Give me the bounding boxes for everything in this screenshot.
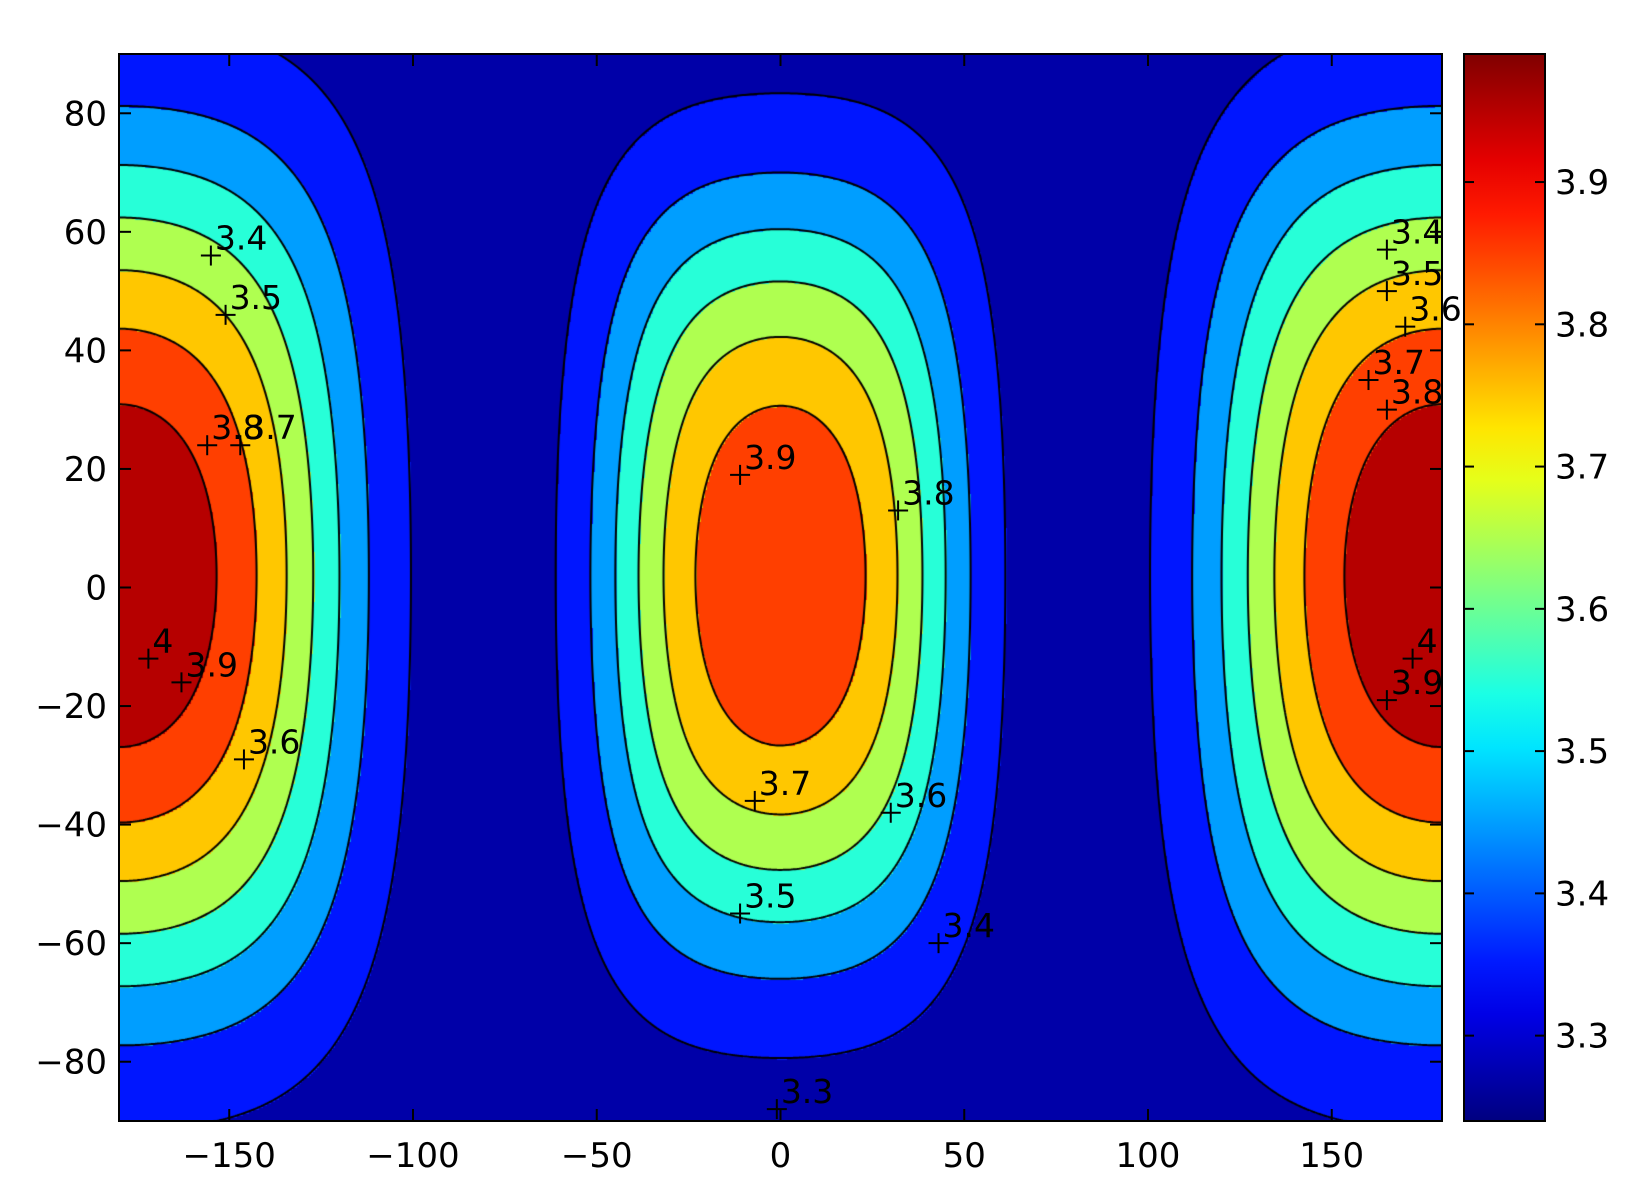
- contour-label-text: 4: [152, 622, 173, 661]
- x-tick-label: −100: [366, 1136, 459, 1176]
- contour-label: 3.4: [928, 906, 995, 954]
- y-tick-label: 60: [64, 213, 107, 253]
- contour-label: 3.6: [880, 776, 947, 823]
- contour-label-text: 3.9: [744, 438, 796, 477]
- x-tick: 100: [1116, 54, 1181, 1176]
- y-tick: 0: [85, 569, 1442, 609]
- x-tick-label: 0: [770, 1136, 792, 1176]
- y-tick-label: −20: [35, 687, 107, 727]
- y-tick: 20: [64, 450, 1442, 490]
- contour-label: 3.8: [1376, 373, 1443, 420]
- y-tick: 60: [64, 213, 1442, 253]
- contour-label-text: 3.7: [759, 764, 811, 803]
- contour-label: 3.9: [730, 438, 797, 485]
- contour-label: 4: [1402, 622, 1438, 669]
- contour-label-text: 3.4: [943, 906, 995, 945]
- contour-label: 3.5: [730, 877, 797, 924]
- colorbar-tick-label: 3.3: [1555, 1017, 1609, 1057]
- contour-label-text: 3.7: [244, 408, 296, 447]
- x-tick-label: 150: [1299, 1136, 1364, 1176]
- contour-label-text: 3.5: [230, 278, 282, 317]
- contour-label-text: 3.6: [1409, 290, 1461, 329]
- contour-label-text: 3.3: [781, 1072, 833, 1111]
- contour-label-text: 3.4: [1391, 213, 1443, 252]
- y-tick: 40: [64, 331, 1442, 371]
- y-tick-label: 20: [64, 450, 107, 490]
- contour-label: 3.7: [744, 764, 811, 811]
- colorbar-tick-label: 3.7: [1555, 448, 1609, 488]
- y-tick-label: −80: [35, 1043, 107, 1083]
- colorbar-tick-label: 3.4: [1555, 874, 1609, 914]
- colorbar-tick: 3.9: [1464, 163, 1609, 203]
- contour-label-text: 3.4: [215, 219, 267, 258]
- contour-label: 3.4: [200, 219, 267, 266]
- contour-labels: 3.33.43.53.83.73.643.93.93.83.7 3.63.53.4…: [138, 213, 1462, 1120]
- contour-label: 3.7: [1358, 343, 1425, 391]
- contour-label-text: 3.8: [1391, 373, 1443, 412]
- contour-label-text: 3.7: [1373, 343, 1425, 382]
- x-tick: −150: [183, 54, 276, 1176]
- contour-label: 4: [138, 622, 173, 669]
- contour-label: 3.9: [171, 645, 238, 693]
- colorbar-tick: 3.5: [1464, 732, 1609, 772]
- contour-label-text: 3.8: [902, 473, 954, 512]
- contour-label-text: 4: [1417, 622, 1438, 661]
- y-tick-label: −40: [35, 806, 107, 846]
- colorbar-tick-label: 3.5: [1555, 732, 1609, 772]
- x-tick-label: −50: [561, 1136, 633, 1176]
- y-tick: −60: [35, 924, 1442, 964]
- contour-label: 3.3: [766, 1072, 833, 1120]
- contour-label: 3.9: [1376, 663, 1443, 711]
- y-tick-label: 0: [85, 569, 107, 609]
- y-tick: 80: [64, 94, 1442, 134]
- contour-label-text: 3.9: [185, 645, 237, 684]
- contour-label: 3.8: [197, 408, 264, 456]
- x-tick-label: 50: [943, 1136, 986, 1176]
- contour-label-text: 3.5: [744, 877, 796, 916]
- contour-label-text: 3.8: [211, 408, 263, 447]
- colorbar-tick: 3.7: [1464, 448, 1609, 488]
- y-tick: −20: [35, 687, 1442, 727]
- y-tick-label: −60: [35, 924, 107, 964]
- y-axis: −80 −60 −40 −20 0 20 40 60 80: [35, 94, 1442, 1083]
- x-tick: 150: [1299, 54, 1364, 1176]
- contour-label: 3.8: [888, 473, 955, 521]
- x-tick: 50: [943, 54, 986, 1176]
- colorbar-tick-label: 3.6: [1555, 590, 1609, 630]
- contour-label: 3.5: [1376, 254, 1443, 302]
- x-tick-label: −150: [183, 1136, 276, 1176]
- y-tick-label: 80: [64, 94, 107, 134]
- colorbar-tick-label: 3.8: [1555, 305, 1609, 345]
- contour-label-text: 3.6: [248, 722, 300, 761]
- colorbar-tick: 3.4: [1464, 874, 1609, 914]
- x-tick: −100: [366, 54, 460, 1176]
- contour-label: 3.6: [1395, 290, 1462, 337]
- y-tick: −40: [35, 806, 1442, 846]
- plot-area: [119, 54, 1442, 1121]
- colorbar-tick: 3.8: [1464, 305, 1609, 345]
- colorbar-tick-label: 3.9: [1555, 163, 1609, 203]
- colorbar-frame: [1463, 53, 1546, 1122]
- y-tick: −80: [35, 1043, 1442, 1083]
- contour-label-text: 3.5: [1391, 254, 1443, 293]
- colorbar-tick: 3.6: [1464, 590, 1609, 630]
- y-tick-label: 40: [64, 331, 107, 371]
- colorbar: 3.3 3.4 3.5 3.6 3.7 3.8 3.9: [1463, 53, 1609, 1122]
- x-axis: −150 −100 −50 0 50 100 150: [183, 54, 1364, 1176]
- colorbar-gradient: [1464, 54, 1545, 1121]
- contour-label-text: 3.6: [895, 776, 947, 815]
- contour-label: 3.7: [230, 408, 297, 456]
- x-tick: 0: [770, 54, 792, 1176]
- filled-contour-field: [119, 54, 1442, 1121]
- colorbar-tick: 3.3: [1464, 1017, 1609, 1057]
- x-tick: −50: [561, 54, 633, 1176]
- contour-label: 3.4: [1376, 213, 1443, 260]
- contour-label: 3.5: [215, 278, 282, 325]
- x-tick-label: 100: [1116, 1136, 1181, 1176]
- contour-label-text: 3.9: [1391, 663, 1443, 702]
- contour-label: 3.6: [233, 722, 300, 770]
